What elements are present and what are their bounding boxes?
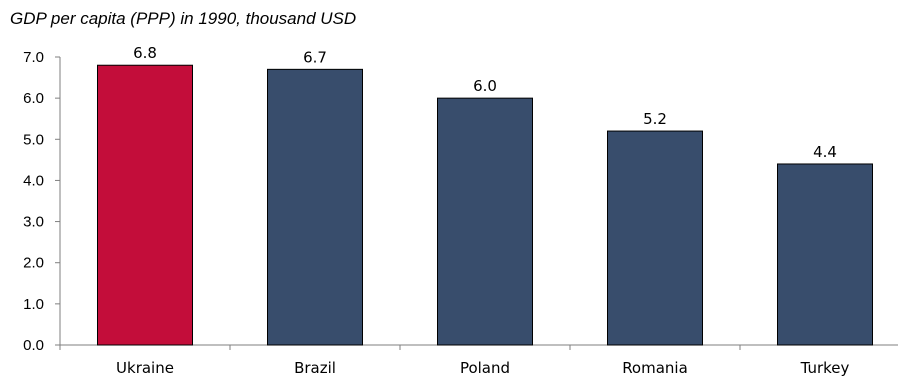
y-tick-label: 6.0 bbox=[23, 90, 44, 107]
bar-turkey bbox=[777, 163, 873, 346]
data-label-ukraine: 6.8 bbox=[133, 44, 157, 62]
y-tick-label: 4.0 bbox=[23, 172, 44, 189]
y-tick-label: 7.0 bbox=[23, 49, 44, 66]
bar-romania bbox=[607, 130, 703, 346]
bar-brazil bbox=[267, 68, 363, 346]
data-label-brazil: 6.7 bbox=[303, 48, 327, 66]
y-tick-label: 2.0 bbox=[23, 255, 44, 272]
category-label-romania: Romania bbox=[622, 359, 688, 377]
chart-title: GDP per capita (PPP) in 1990, thousand U… bbox=[10, 9, 356, 28]
category-label-poland: Poland bbox=[460, 359, 510, 377]
data-label-turkey: 4.4 bbox=[813, 143, 837, 161]
data-label-poland: 6.0 bbox=[473, 77, 497, 95]
chart-axes: 0.0 1.0 2.0 3.0 4.0 5.0 6.0 7.0 bbox=[23, 49, 898, 354]
chart-data-labels: 6.8 6.7 6.0 5.2 4.4 bbox=[133, 44, 837, 161]
bar-poland bbox=[437, 97, 533, 346]
bar-ukraine bbox=[97, 64, 193, 346]
y-tick-label: 0.0 bbox=[23, 337, 44, 354]
data-label-romania: 5.2 bbox=[643, 110, 667, 128]
chart-bars bbox=[97, 64, 873, 346]
category-label-brazil: Brazil bbox=[294, 359, 336, 377]
category-label-ukraine: Ukraine bbox=[116, 359, 174, 377]
chart-category-labels: Ukraine Brazil Poland Romania Turkey bbox=[116, 359, 849, 377]
y-tick-label: 5.0 bbox=[23, 131, 44, 148]
y-tick-label: 3.0 bbox=[23, 214, 44, 231]
y-tick-label: 1.0 bbox=[23, 296, 44, 313]
category-label-turkey: Turkey bbox=[800, 359, 850, 377]
